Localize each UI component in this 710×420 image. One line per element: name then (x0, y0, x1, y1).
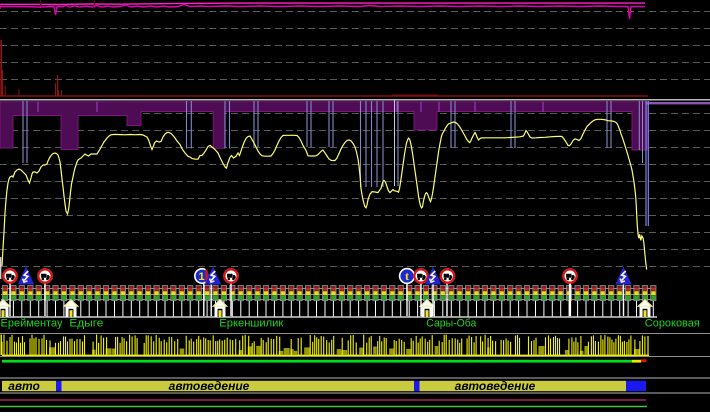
svg-text:Сары-Оба: Сары-Оба (426, 317, 477, 329)
svg-text:автоведение: автоведение (455, 379, 536, 393)
svg-text:автоведение: автоведение (169, 379, 250, 393)
svg-text:t: t (405, 269, 409, 283)
svg-text:1: 1 (198, 271, 204, 283)
svg-text:Едыге: Едыге (69, 317, 103, 329)
svg-text:Еркеншилик: Еркеншилик (219, 317, 283, 329)
svg-text:Ерейментау: Ерейментау (1, 317, 63, 329)
svg-text:авто: авто (8, 379, 40, 393)
svg-text:Сороковая: Сороковая (645, 317, 700, 329)
